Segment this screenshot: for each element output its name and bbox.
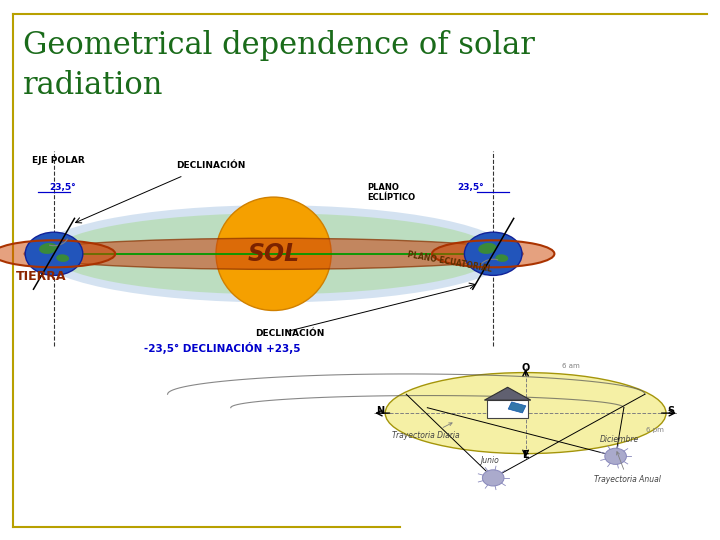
Text: DECLINACIÓN: DECLINACIÓN [176,161,246,170]
Circle shape [464,232,522,275]
Text: EJE POLAR: EJE POLAR [32,156,85,165]
Text: 23,5°: 23,5° [457,183,484,192]
Text: E: E [522,450,529,460]
Text: 6 pm: 6 pm [646,427,664,433]
Ellipse shape [385,373,666,454]
Text: 23,5°: 23,5° [49,183,76,192]
Text: Diciembre: Diciembre [600,435,639,444]
Polygon shape [485,387,531,400]
Text: SOL: SOL [248,242,300,266]
Ellipse shape [432,240,554,267]
Text: O: O [521,363,530,373]
Circle shape [482,470,504,486]
Text: PLANO ECUATORIAL: PLANO ECUATORIAL [407,250,492,274]
Ellipse shape [216,197,331,310]
Ellipse shape [36,205,511,302]
Ellipse shape [50,213,497,294]
Ellipse shape [478,243,497,254]
Circle shape [25,232,83,275]
Text: Junio: Junio [480,456,499,465]
Ellipse shape [0,240,115,267]
Text: -23,5° DECLINACIÓN +23,5: -23,5° DECLINACIÓN +23,5 [144,342,300,354]
Polygon shape [508,402,526,413]
Text: PLANO
ECLÍPTICO: PLANO ECLÍPTICO [367,183,415,202]
Text: 6 am: 6 am [562,363,580,369]
Text: radiation: radiation [23,70,163,101]
Text: Trayectoria Anual: Trayectoria Anual [594,451,661,484]
Text: Geometrical dependence of solar: Geometrical dependence of solar [23,30,535,60]
Text: DECLINACIÓN: DECLINACIÓN [256,328,325,338]
Text: TIERRA: TIERRA [16,271,66,284]
Bar [487,400,528,418]
Ellipse shape [24,238,523,269]
Ellipse shape [495,254,508,262]
Ellipse shape [39,243,58,254]
Text: Trayectoria Diaria: Trayectoria Diaria [392,423,460,441]
Text: N: N [376,407,384,416]
Circle shape [605,448,626,464]
Text: S: S [667,407,675,416]
Ellipse shape [56,254,69,262]
